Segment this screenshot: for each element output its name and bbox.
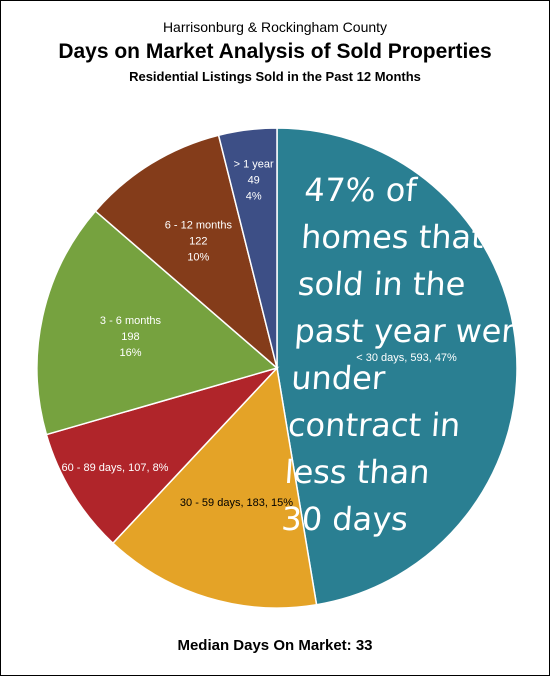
slice-label: 60 - 89 days, 107, 8% bbox=[61, 462, 168, 474]
annotation-line: contract in bbox=[286, 406, 462, 444]
slice-label: < 30 days, 593, 47% bbox=[356, 352, 457, 364]
chart-title: Days on Market Analysis of Sold Properti… bbox=[58, 40, 492, 63]
handwritten-annotation: 47% of homes that sold in the past year … bbox=[280, 167, 546, 543]
annotation-line: under bbox=[290, 359, 387, 397]
slice-label: 30 - 59 days, 183, 15% bbox=[180, 497, 293, 509]
slice-label: 3 - 6 months 198 16% bbox=[100, 315, 162, 359]
median-days-footer: Median Days On Market: 33 bbox=[177, 637, 373, 654]
pie-slice bbox=[36, 210, 279, 436]
chart-subtitle: Residential Listings Sold in the Past 12… bbox=[129, 69, 421, 84]
slice-label: > 1 year 49 4% bbox=[234, 158, 274, 202]
annotation-line: less than bbox=[283, 453, 431, 491]
chart-supertitle: Harrisonburg & Rockingham County bbox=[162, 19, 388, 35]
annotation-line: sold in the bbox=[296, 265, 467, 303]
pie-slice bbox=[111, 366, 318, 609]
pie-slice bbox=[45, 366, 280, 545]
pie-slice bbox=[276, 127, 518, 606]
annotation-line: homes that bbox=[299, 218, 486, 256]
pie-slice bbox=[94, 134, 279, 371]
annotation-line: past year were bbox=[293, 312, 535, 350]
slice-label: 6 - 12 months 122 10% bbox=[165, 219, 233, 263]
annotation-line: 47% of bbox=[303, 171, 419, 209]
annotation-line: 30 days bbox=[280, 500, 410, 538]
pie-slice bbox=[217, 127, 278, 369]
